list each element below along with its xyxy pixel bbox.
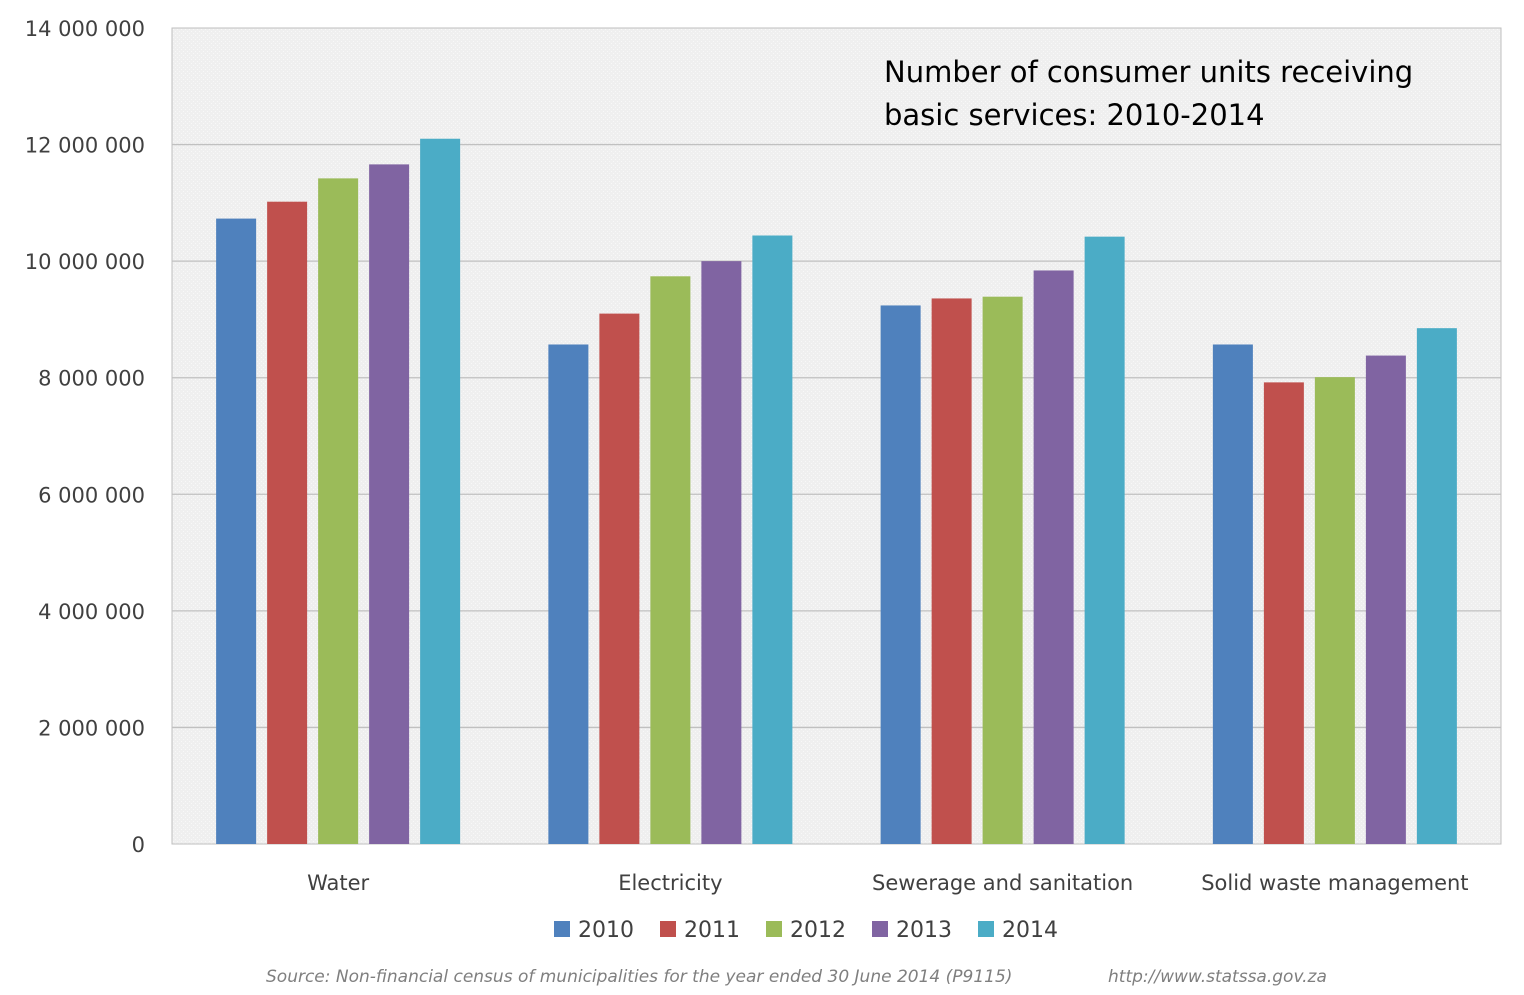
y-tick-label: 6 000 000 — [38, 483, 145, 507]
bar-water-2010 — [216, 218, 257, 844]
legend-swatch — [766, 921, 782, 937]
y-tick-label: 0 — [132, 833, 145, 857]
bar-water-2013 — [369, 164, 410, 845]
legend-label: 2012 — [790, 918, 846, 943]
x-axis-categories: Water Electricity Sewerage and sanitation S… — [307, 871, 1468, 895]
x-category-label: Water — [307, 871, 369, 895]
chart-title-line-1: Number of consumer units receiving — [884, 55, 1413, 89]
bar-solid-waste-management-2011 — [1263, 382, 1304, 844]
legend-swatch — [554, 921, 570, 937]
bar-sewerage-and-sanitation-2010 — [880, 305, 921, 844]
legend-item-2012[interactable]: 2012 — [766, 918, 846, 943]
bar-solid-waste-management-2013 — [1365, 355, 1406, 844]
legend-item-2014[interactable]: 2014 — [978, 918, 1058, 943]
bar-electricity-2013 — [701, 261, 742, 845]
bar-electricity-2012 — [650, 276, 691, 845]
bar-electricity-2011 — [599, 313, 640, 845]
bar-sewerage-and-sanitation-2014 — [1084, 236, 1125, 845]
chart-title: Number of consumer units receiving basic… — [884, 55, 1413, 132]
bar-electricity-2010 — [548, 344, 589, 844]
legend-label: 2014 — [1002, 918, 1058, 943]
bar-solid-waste-management-2014 — [1416, 328, 1457, 845]
bar-solid-waste-management-2012 — [1314, 377, 1355, 844]
legend-swatch — [660, 921, 676, 937]
y-tick-label: 14 000 000 — [25, 17, 145, 41]
legend-item-2010[interactable]: 2010 — [554, 918, 634, 943]
legend-label: 2011 — [684, 918, 740, 943]
legend: 2010 2011 2012 2013 2014 — [554, 918, 1058, 943]
legend-item-2013[interactable]: 2013 — [872, 918, 952, 943]
x-category-label: Sewerage and sanitation — [872, 871, 1133, 895]
x-category-label: Electricity — [618, 871, 722, 895]
bar-sewerage-and-sanitation-2013 — [1033, 270, 1074, 844]
bar-sewerage-and-sanitation-2011 — [931, 298, 972, 845]
legend-swatch — [978, 921, 994, 937]
y-axis-ticks: 0 2 000 000 4 000 000 6 000 000 8 000 000 10 … — [25, 17, 145, 857]
bar-sewerage-and-sanitation-2012 — [982, 296, 1023, 844]
y-tick-label: 12 000 000 — [25, 134, 145, 158]
legend-label: 2010 — [578, 918, 634, 943]
y-tick-label: 4 000 000 — [38, 600, 145, 624]
y-tick-label: 8 000 000 — [38, 367, 145, 391]
legend-item-2011[interactable]: 2011 — [660, 918, 740, 943]
x-category-label: Solid waste management — [1201, 871, 1468, 895]
source-url[interactable]: http://www.statssa.gov.za — [1108, 967, 1327, 987]
bar-electricity-2014 — [752, 235, 793, 845]
bars — [216, 138, 1457, 845]
chart-title-line-2: basic services: 2010-2014 — [884, 98, 1265, 132]
bar-water-2012 — [318, 178, 359, 844]
y-tick-label: 10 000 000 — [25, 250, 145, 274]
source-note: Source: Non-financial census of municipa… — [266, 967, 1012, 987]
bar-solid-waste-management-2010 — [1212, 344, 1253, 844]
legend-swatch — [872, 921, 888, 937]
y-tick-label: 2 000 000 — [38, 716, 145, 740]
bar-water-2014 — [420, 138, 461, 844]
bar-water-2011 — [267, 201, 308, 845]
legend-label: 2013 — [896, 918, 952, 943]
